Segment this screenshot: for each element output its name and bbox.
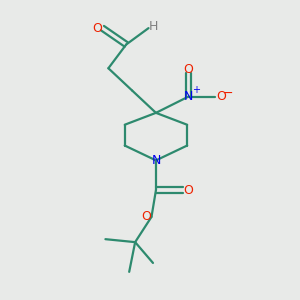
Text: N: N [151,154,160,167]
Text: H: H [148,20,158,33]
Text: O: O [92,22,102,34]
Text: O: O [216,90,226,103]
Text: O: O [184,63,194,76]
Text: O: O [183,184,193,196]
Text: O: O [141,210,151,224]
Text: −: − [223,87,233,100]
Text: +: + [192,85,200,95]
Text: N: N [184,90,193,103]
